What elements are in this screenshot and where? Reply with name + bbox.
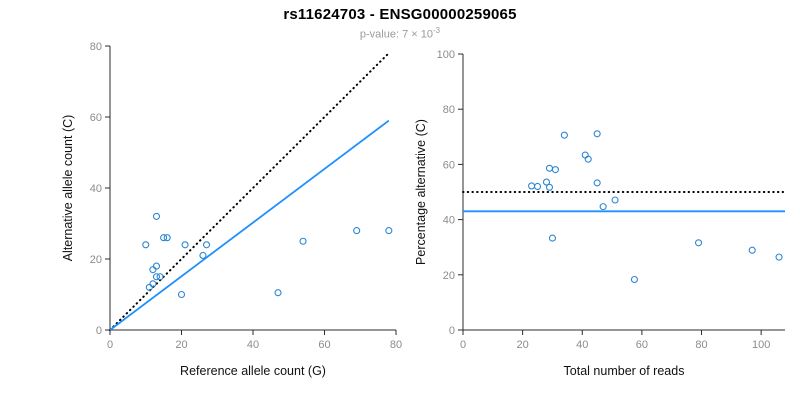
scatter-plot-allele-counts: 0 20 40 60 80 0 20 40 60 80 Reference allele count… bbox=[61, 41, 402, 378]
identity-line bbox=[109, 52, 390, 331]
data-point bbox=[775, 253, 783, 261]
fit-line bbox=[109, 119, 390, 331]
data-point bbox=[152, 212, 161, 220]
x-tick-label: 60 bbox=[636, 339, 648, 351]
data-point bbox=[545, 183, 554, 191]
y-tick-label: 20 bbox=[443, 270, 455, 282]
data-point bbox=[533, 182, 542, 191]
y-tick-label: 0 bbox=[449, 325, 455, 337]
scatter-plot-percentage-alternative: 0 20 40 60 80 100 0 20 40 60 80 100 Total number of … bbox=[415, 49, 786, 378]
x-tick-label: 40 bbox=[576, 339, 588, 351]
data-point bbox=[694, 239, 703, 247]
data-point bbox=[385, 227, 393, 235]
data-point bbox=[152, 262, 161, 270]
x-tick-label: 80 bbox=[390, 339, 402, 351]
y-tick-label: 40 bbox=[443, 215, 455, 227]
data-point bbox=[160, 234, 168, 242]
data-point bbox=[551, 166, 559, 174]
x-tick-label: 0 bbox=[460, 339, 466, 351]
y-tick-label: 80 bbox=[443, 104, 455, 116]
data-point bbox=[593, 179, 601, 187]
pvalue-exponent: -3 bbox=[432, 26, 441, 35]
data-point bbox=[560, 131, 568, 139]
data-point bbox=[145, 283, 153, 291]
y-tick-label: 60 bbox=[90, 112, 102, 124]
data-point bbox=[149, 280, 157, 288]
y-axis-label: Alternative allele count (C) bbox=[61, 115, 75, 262]
data-point bbox=[748, 246, 756, 254]
x-tick-label: 60 bbox=[318, 339, 330, 351]
data-point bbox=[630, 275, 638, 284]
data-point bbox=[584, 155, 592, 163]
data-point bbox=[177, 290, 186, 299]
x-axis-label: Total number of reads bbox=[564, 364, 685, 378]
data-point bbox=[163, 234, 171, 242]
figure-header: rs11624703 - ENSG00000259065 p-value: 7 … bbox=[0, 6, 800, 41]
x-tick-label: 80 bbox=[695, 339, 707, 351]
x-tick-label: 20 bbox=[517, 339, 529, 351]
data-point bbox=[152, 273, 161, 281]
data-point bbox=[142, 241, 150, 249]
data-point bbox=[542, 178, 551, 186]
y-tick-label: 0 bbox=[96, 325, 102, 337]
x-tick-label: 100 bbox=[752, 339, 770, 351]
y-tick-label: 60 bbox=[443, 159, 455, 171]
data-point bbox=[611, 196, 619, 204]
data-point bbox=[545, 164, 554, 172]
y-tick-label: 100 bbox=[437, 49, 455, 61]
data-point bbox=[548, 234, 556, 242]
data-point bbox=[274, 289, 282, 297]
data-point bbox=[528, 182, 536, 190]
data-point bbox=[599, 203, 607, 211]
data-point bbox=[299, 237, 307, 245]
data-point bbox=[353, 227, 361, 235]
figure-title: rs11624703 - ENSG00000259065 bbox=[283, 6, 517, 23]
y-tick-label: 40 bbox=[90, 183, 102, 195]
x-tick-label: 20 bbox=[175, 339, 187, 351]
pvalue-text: p-value: 7 × 10 bbox=[359, 28, 433, 41]
data-point bbox=[581, 151, 589, 159]
data-point bbox=[181, 241, 189, 249]
data-point bbox=[202, 241, 211, 249]
y-axis-label: Percentage alternative (C) bbox=[415, 119, 428, 265]
data-point bbox=[149, 266, 157, 274]
data-point bbox=[199, 251, 207, 259]
data-point bbox=[593, 130, 601, 138]
x-axis-label: Reference allele count (G) bbox=[180, 364, 326, 378]
x-tick-label: 40 bbox=[247, 339, 259, 351]
x-tick-label: 0 bbox=[107, 339, 113, 351]
y-tick-label: 80 bbox=[90, 41, 102, 53]
figure-subtitle: p-value: 7 × 10-3 bbox=[0, 26, 800, 41]
y-tick-label: 20 bbox=[90, 254, 102, 266]
data-point bbox=[156, 273, 164, 281]
